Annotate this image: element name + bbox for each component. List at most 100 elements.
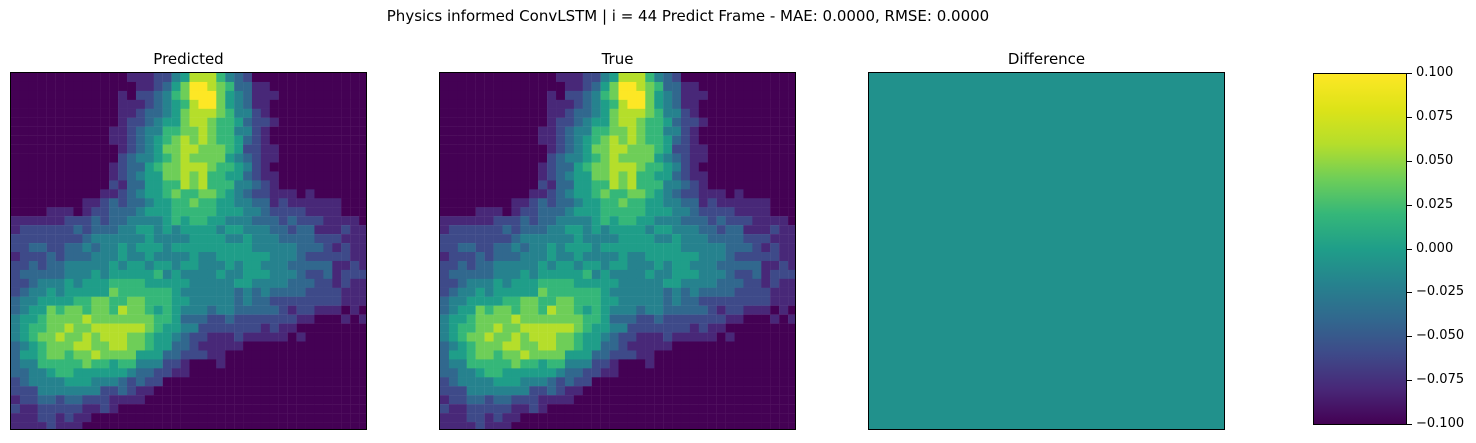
heatmap-cell	[520, 243, 530, 253]
heatmap-cell	[556, 81, 566, 92]
heatmap-cell	[19, 404, 30, 414]
heatmap-cell	[573, 81, 583, 92]
heatmap-cell	[618, 377, 628, 387]
heatmap-cell	[752, 243, 762, 253]
heatmap-cell	[171, 377, 181, 387]
heatmap-cell	[180, 207, 190, 217]
heatmap-cell	[314, 117, 324, 127]
heatmap-cell	[243, 153, 253, 163]
heatmap-cell	[761, 162, 771, 172]
heatmap-cell	[556, 162, 566, 172]
heatmap-cell	[600, 269, 610, 280]
heatmap-cell	[734, 296, 744, 306]
heatmap-cell	[770, 350, 780, 360]
heatmap-cell	[269, 296, 279, 306]
heatmap-cell	[654, 422, 664, 429]
heatmap-cell	[135, 341, 146, 351]
heatmap-cell	[189, 314, 199, 324]
heatmap-cell	[332, 198, 342, 208]
heatmap-cell	[127, 126, 137, 136]
heatmap-cell	[484, 368, 494, 378]
heatmap-cell	[672, 180, 682, 190]
heatmap-cell	[716, 368, 726, 378]
heatmap-cell	[207, 252, 217, 262]
heatmap-cell	[332, 422, 342, 429]
heatmap-cell	[144, 368, 154, 378]
heatmap-cell	[332, 323, 342, 333]
heatmap-cell	[64, 180, 74, 190]
heatmap-cell	[189, 278, 199, 288]
heatmap-cell	[91, 117, 101, 127]
heatmap-cell	[359, 323, 366, 333]
heatmap-cell	[663, 189, 673, 199]
heatmap-cell	[582, 81, 592, 92]
heatmap-cell	[171, 117, 181, 127]
heatmap-cell	[582, 207, 592, 217]
heatmap-cell	[216, 73, 226, 83]
heatmap-cell	[752, 81, 762, 92]
heatmap-cell	[680, 198, 691, 208]
heatmap-cell	[502, 216, 512, 226]
heatmap-cell	[359, 359, 366, 369]
heatmap-cell	[457, 305, 467, 315]
heatmap-cell	[716, 135, 726, 145]
heatmap-cell	[260, 234, 271, 244]
heatmap-cell	[672, 287, 682, 297]
heatmap-cell	[198, 216, 208, 226]
heatmap-cell	[118, 260, 128, 271]
heatmap-cell	[180, 377, 190, 387]
heatmap-cell	[484, 252, 494, 262]
heatmap-cell	[341, 108, 351, 118]
heatmap-cell	[171, 243, 181, 253]
heatmap-cell	[779, 171, 789, 181]
heatmap-cell	[64, 350, 74, 360]
heatmap-cell	[654, 144, 664, 154]
heatmap-cell	[725, 73, 735, 83]
heatmap-cell	[725, 368, 735, 378]
heatmap-cell	[636, 144, 646, 154]
heatmap-cell	[314, 260, 324, 271]
heatmap-cell	[636, 189, 646, 199]
heatmap-cell	[332, 180, 342, 190]
heatmap-cell	[573, 234, 583, 244]
heatmap-cell	[654, 368, 664, 378]
heatmap-cell	[278, 278, 288, 288]
heatmap-cell	[260, 252, 271, 262]
heatmap-cell	[627, 252, 637, 262]
heatmap-cell	[636, 350, 646, 360]
heatmap-cell	[153, 73, 163, 83]
heatmap-cell	[645, 73, 655, 83]
heatmap-cell	[64, 314, 74, 324]
heatmap-cell	[582, 341, 592, 351]
heatmap-cell	[448, 135, 459, 145]
heatmap-cell	[269, 243, 279, 253]
heatmap-cell	[502, 269, 512, 280]
heatmap-cell	[609, 323, 619, 333]
heatmap-cell	[118, 234, 128, 244]
heatmap-cell	[680, 314, 691, 324]
heatmap-cell	[502, 260, 512, 271]
heatmap-cell	[538, 144, 548, 154]
heatmap-cell	[198, 404, 208, 414]
heatmap-cell	[582, 278, 592, 288]
heatmap-cell	[135, 314, 146, 324]
heatmap-cell	[287, 314, 297, 324]
heatmap-cell	[37, 350, 47, 360]
heatmap-cell	[37, 225, 47, 235]
heatmap-cell	[689, 99, 700, 109]
heatmap-cell	[171, 305, 181, 315]
heatmap-cell	[440, 189, 450, 199]
heatmap-cell	[73, 404, 83, 414]
heatmap-cell	[64, 198, 74, 208]
heatmap-cell	[162, 377, 172, 387]
heatmap-cell	[582, 323, 592, 333]
heatmap-cell	[28, 260, 38, 271]
heatmap-cell	[11, 234, 21, 244]
heatmap-cell	[296, 126, 306, 136]
heatmap-cell	[171, 180, 181, 190]
heatmap-cell	[663, 359, 673, 369]
heatmap-cell	[725, 260, 735, 271]
heatmap-cell	[314, 171, 324, 181]
heatmap-cell	[672, 117, 682, 127]
heatmap-cell	[11, 323, 21, 333]
